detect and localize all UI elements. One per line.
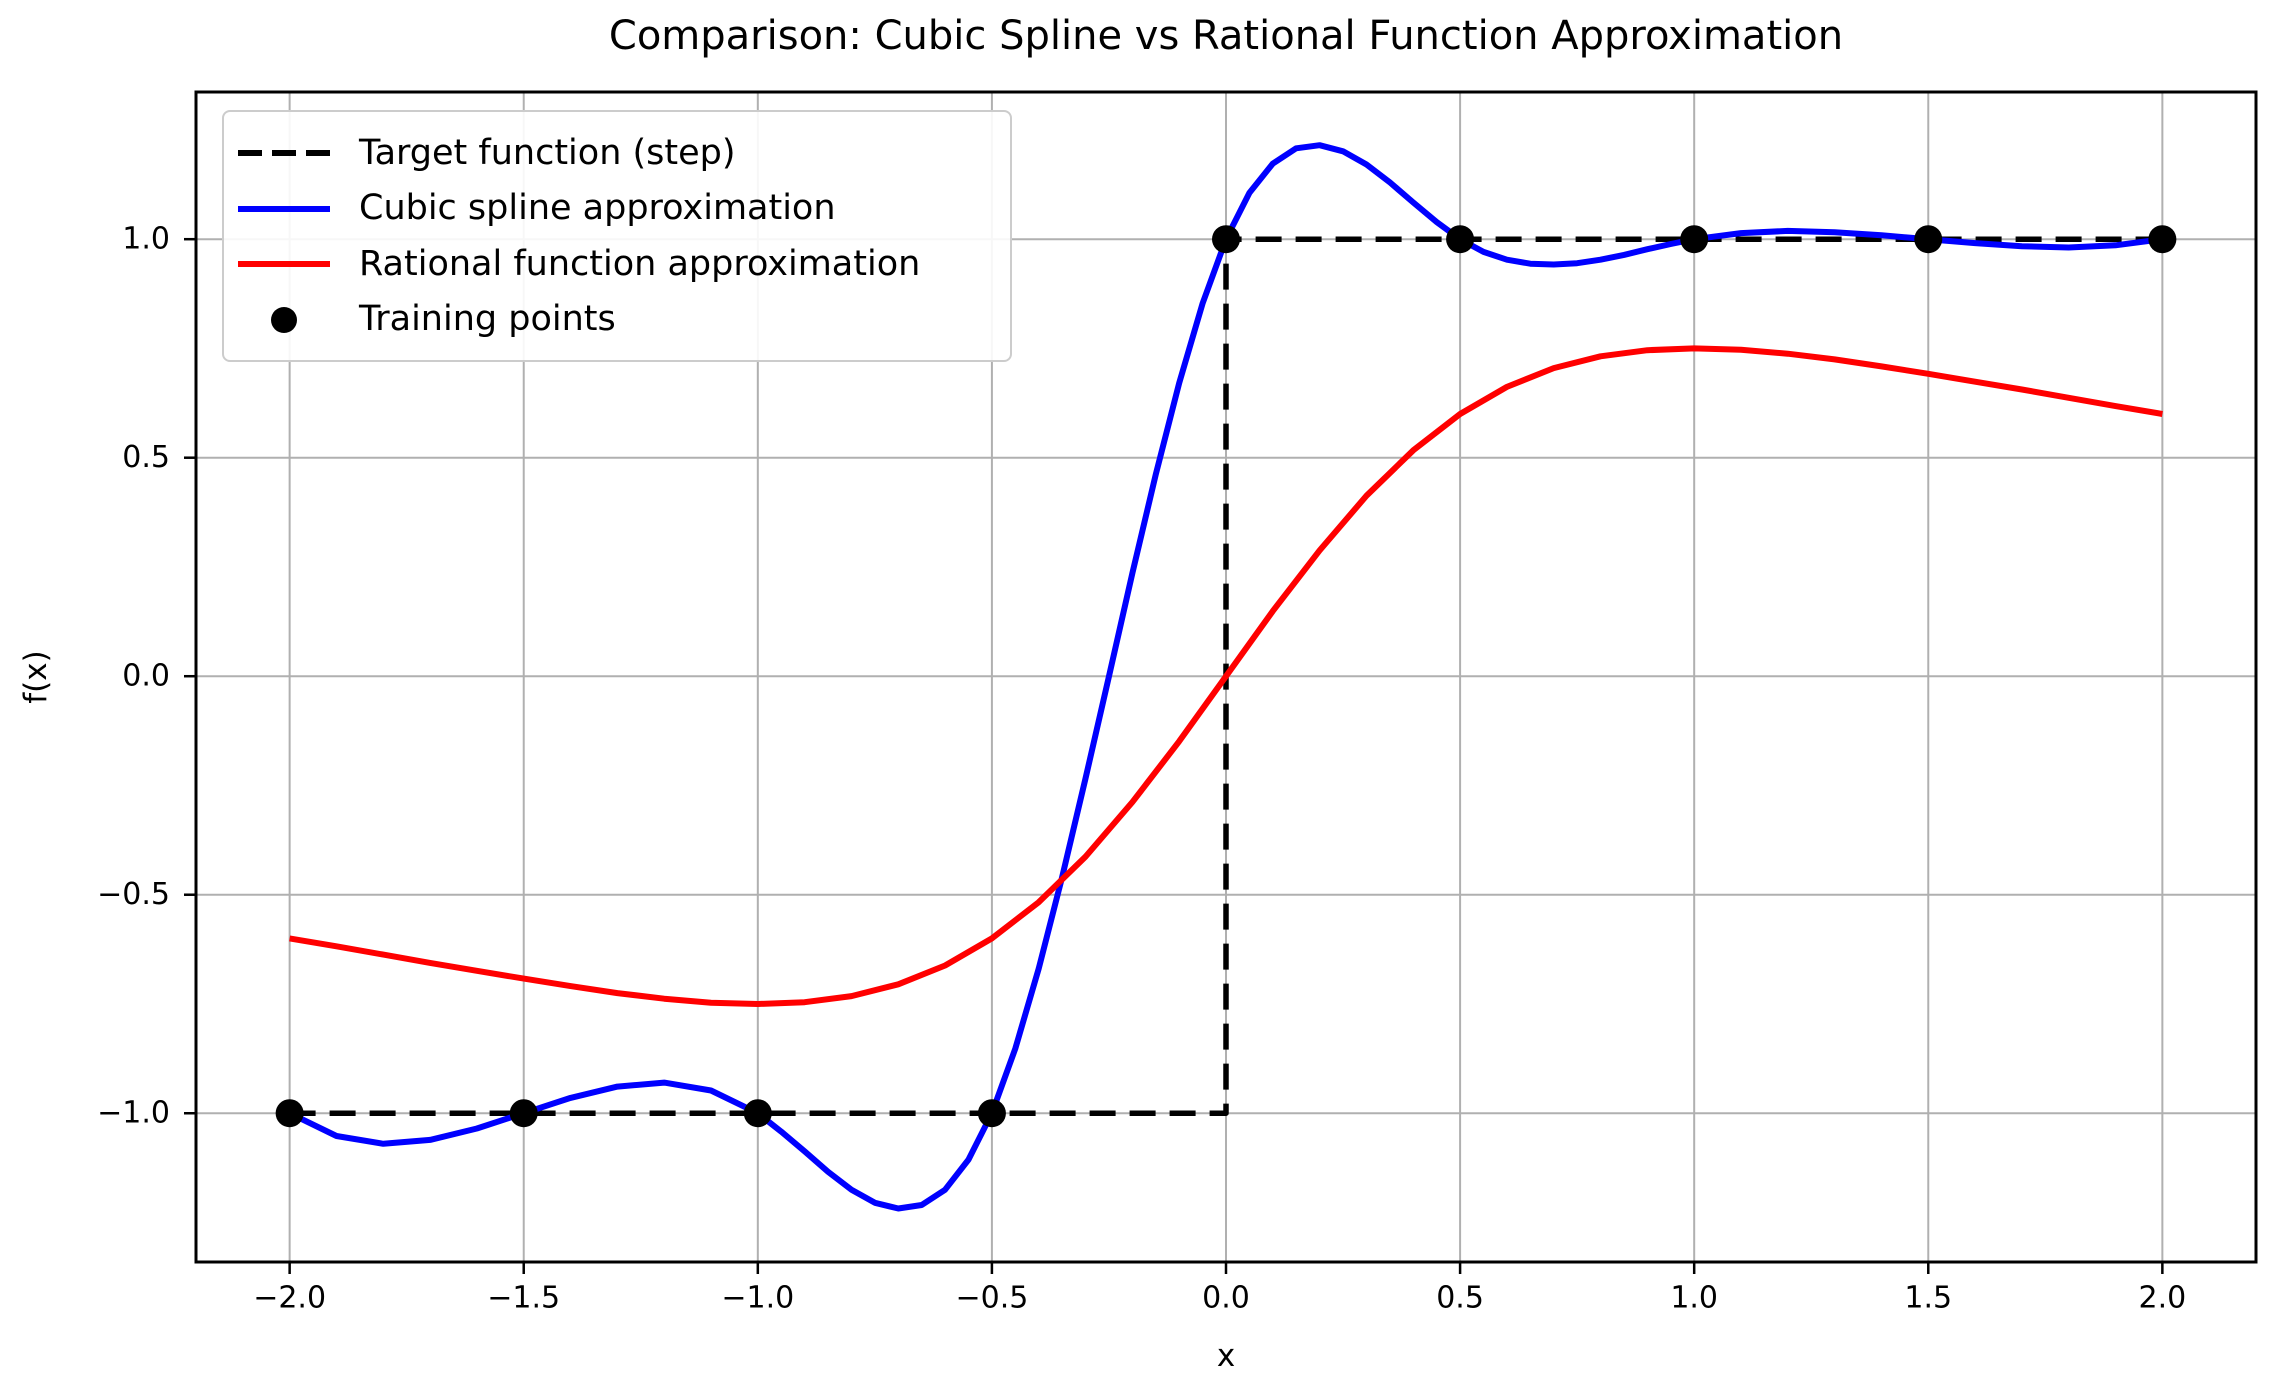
y-tick-label: 0.0 — [122, 659, 170, 694]
legend-item-target: Target function (step) — [234, 127, 1010, 179]
dot-marker-icon — [271, 306, 297, 333]
training-point — [2148, 225, 2177, 254]
y-tick-label: 0.5 — [122, 440, 170, 475]
legend-label-training: Training points — [359, 299, 616, 340]
x-tick-label: 0.5 — [1436, 1281, 1484, 1316]
legend-label-target: Target function (step) — [359, 132, 736, 173]
x-axis-label: x — [1216, 1338, 1236, 1374]
y-axis-label: f(x) — [18, 650, 54, 704]
dashed-line-icon — [238, 150, 330, 156]
training-point — [509, 1099, 538, 1128]
blue-line-icon — [238, 205, 330, 212]
x-tick-label: 1.0 — [1670, 1281, 1718, 1316]
training-point — [977, 1099, 1006, 1128]
legend-label-rational: Rational function approximation — [359, 243, 921, 284]
x-tick-label: −1.0 — [721, 1281, 794, 1316]
training-point — [743, 1099, 772, 1128]
y-tick-label: 1.0 — [122, 222, 170, 257]
x-tick-label: −0.5 — [955, 1281, 1028, 1316]
rational-function-curve — [289, 345, 2163, 1007]
x-tick-label: −1.5 — [487, 1281, 560, 1316]
red-line-icon — [238, 261, 330, 268]
chart-title: Comparison: Cubic Spline vs Rational Fun… — [608, 13, 1844, 59]
x-tick-label: 0.0 — [1202, 1281, 1250, 1316]
training-point — [1680, 225, 1709, 254]
training-point — [275, 1099, 304, 1128]
training-point — [1212, 225, 1240, 254]
legend-label-spline: Cubic spline approximation — [359, 188, 836, 229]
legend-item-spline: Cubic spline approximation — [234, 183, 1010, 235]
y-tick-label: −0.5 — [97, 877, 170, 912]
y-tick-label: −1.0 — [97, 1096, 170, 1131]
legend-item-rational: Rational function approximation — [234, 238, 1010, 290]
x-tick-label: −2.0 — [253, 1281, 326, 1316]
legend: Target function (step) Cubic spline appr… — [222, 110, 1012, 362]
x-tick-label: 1.5 — [1904, 1281, 1952, 1316]
training-point — [1446, 225, 1475, 254]
training-point — [1914, 225, 1943, 254]
x-tick-label: 2.0 — [2139, 1281, 2187, 1316]
legend-item-training: Training points — [234, 294, 1010, 346]
